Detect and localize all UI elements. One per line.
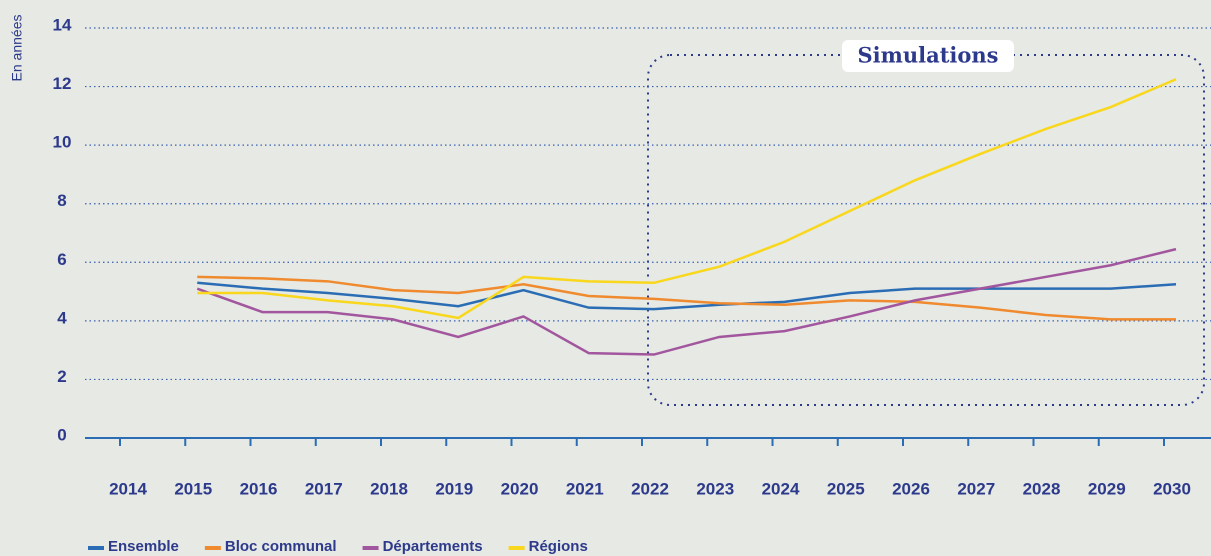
legend-swatch	[204, 546, 221, 550]
x-tick-label: 2018	[370, 479, 408, 498]
legend-swatch	[362, 546, 379, 550]
annotation: Simulations	[858, 43, 999, 68]
y-tick-label: 6	[57, 250, 66, 269]
annotation-box	[842, 40, 1014, 72]
y-tick-label: 2	[57, 367, 66, 386]
y-tick-label: 0	[57, 425, 66, 444]
y-tick-label: 4	[57, 308, 67, 327]
series-line	[197, 78, 1177, 320]
y-tick-label: 14	[53, 15, 72, 34]
x-tick-label: 2030	[1153, 479, 1191, 498]
x-tick-label: 2021	[566, 479, 604, 498]
legend-swatch	[88, 546, 104, 550]
y-tick-label: 8	[57, 191, 66, 210]
legend-label: Bloc communal	[225, 538, 337, 555]
x-tick-label: 2025	[827, 479, 865, 498]
x-tick-label: 2028	[1023, 479, 1061, 498]
x-tick-label: 2029	[1088, 479, 1126, 498]
y-tick-label: 12	[53, 74, 72, 93]
x-tick-label: 2014	[109, 479, 147, 498]
x-tick-label: 2026	[892, 479, 930, 498]
x-tick-label: 2019	[435, 479, 473, 498]
y-axis-label: En années	[9, 15, 25, 82]
simulation-box	[647, 54, 1205, 406]
x-tick-label: 2015	[174, 479, 212, 498]
series-line	[196, 247, 1177, 356]
x-tick-label: 2017	[305, 479, 343, 498]
legend-swatch	[508, 546, 525, 550]
series-line	[197, 275, 1176, 321]
series-line	[197, 281, 1177, 311]
x-tick-label: 2024	[762, 479, 800, 498]
legend-label: Régions	[529, 538, 588, 555]
x-tick-label: 2020	[501, 479, 539, 498]
x-tick-label: 2016	[240, 479, 278, 498]
legend-label: Ensemble	[108, 538, 179, 555]
x-tick-label: 2023	[696, 479, 734, 498]
x-tick-label: 2027	[957, 479, 995, 498]
y-tick-label: 10	[53, 133, 72, 152]
x-tick-label: 2022	[631, 479, 669, 498]
legend-label: Départements	[383, 538, 483, 555]
